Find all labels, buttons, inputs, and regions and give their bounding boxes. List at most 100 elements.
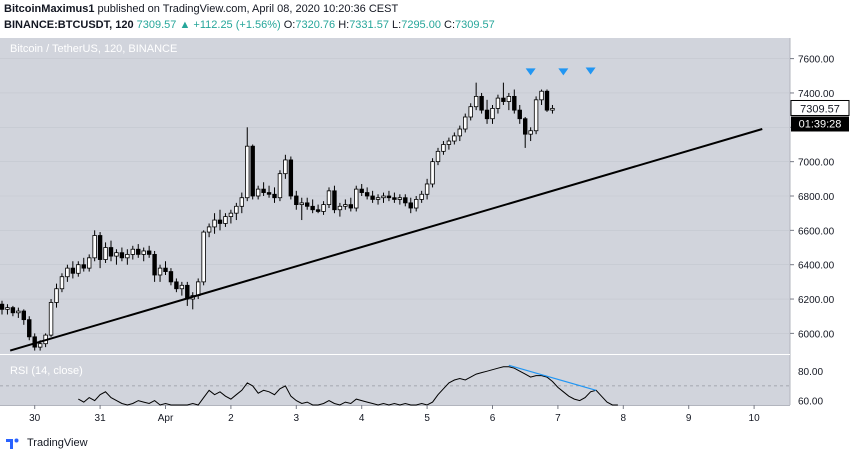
candle-50 — [272, 187, 277, 203]
candle-31 — [168, 268, 174, 286]
last-price-tag: 7309.57 01:39:28 — [790, 99, 850, 132]
candle-body-54 — [294, 195, 299, 205]
candle-48 — [261, 182, 266, 196]
candle-body-84 — [457, 128, 462, 137]
candle-body-18 — [97, 235, 103, 260]
price-axis[interactable] — [790, 38, 850, 405]
candle-body-82 — [446, 140, 452, 145]
candle-82 — [446, 137, 452, 150]
candle-0 — [0, 300, 5, 315]
candle-body-85 — [463, 116, 468, 130]
candle-28 — [152, 250, 157, 282]
candle-96 — [523, 117, 528, 148]
candle-56 — [304, 197, 310, 210]
candle-body-38 — [206, 226, 212, 233]
candle-99 — [539, 89, 544, 105]
author-name[interactable]: BitcoinMaximus1 — [4, 3, 95, 15]
candle-body-5 — [27, 319, 32, 338]
candle-body-28 — [152, 253, 157, 276]
candle-81 — [441, 141, 446, 155]
candle-body-100 — [544, 90, 550, 111]
up-arrow-icon: ▲ — [179, 19, 191, 31]
open-value: 7320.76 — [295, 19, 336, 31]
time-tick-label-6: 5 — [424, 413, 430, 424]
low-value: 7295.00 — [401, 19, 441, 31]
candle-body-33 — [179, 284, 185, 290]
candle-body-15 — [81, 264, 86, 269]
candle-42 — [228, 209, 234, 224]
countdown-box — [791, 116, 849, 132]
candle-63 — [343, 199, 348, 210]
candle-body-92 — [501, 97, 506, 102]
chart-header: BitcoinMaximus1 published on TradingView… — [0, 0, 850, 36]
candle-body-0 — [0, 303, 5, 310]
time-tick-label-0: 30 — [29, 413, 41, 424]
candle-20 — [108, 240, 114, 262]
candle-79 — [430, 158, 435, 188]
candle-18 — [97, 232, 103, 269]
candle-body-40 — [217, 219, 223, 224]
rsi-divergence-line[interactable] — [508, 364, 597, 391]
candle-body-44 — [239, 197, 244, 207]
price-grid — [0, 58, 790, 334]
candle-body-87 — [473, 95, 479, 108]
candle-body-3 — [16, 310, 21, 314]
price-change: +112.25 (+1.56%) — [193, 19, 281, 31]
candle-72 — [392, 192, 397, 203]
candle-85 — [463, 113, 468, 133]
candle-body-32 — [174, 281, 179, 290]
high-label: H: — [338, 19, 350, 31]
candle-88 — [479, 92, 484, 114]
tradingview-brand[interactable]: TradingView — [27, 437, 88, 449]
candle-24 — [130, 245, 135, 260]
candle-100 — [544, 89, 550, 112]
candle-61 — [332, 185, 337, 214]
support-trendline[interactable] — [9, 128, 763, 352]
rsi-line — [78, 366, 618, 406]
price-tick-label-5: 7000.00 — [798, 158, 835, 169]
candle-74 — [403, 194, 408, 207]
candle-68 — [370, 190, 375, 203]
candle-64 — [348, 197, 353, 212]
candle-4 — [21, 309, 26, 325]
candle-94 — [512, 89, 517, 114]
candle-70 — [381, 192, 386, 203]
candle-23 — [125, 249, 130, 265]
candle-body-83 — [452, 135, 457, 142]
candle-38 — [206, 223, 212, 238]
candle-77 — [419, 190, 424, 203]
candle-67 — [364, 187, 370, 200]
candle-body-39 — [212, 219, 217, 228]
candle-75 — [408, 197, 413, 214]
candle-27 — [146, 245, 152, 258]
candle-body-61 — [332, 190, 337, 211]
candle-47 — [255, 185, 261, 200]
tradingview-logo-icon[interactable] — [6, 436, 24, 450]
candle-93 — [506, 92, 512, 111]
candle-33 — [179, 281, 185, 296]
candle-body-58 — [315, 209, 321, 212]
time-tick-label-7: 6 — [490, 413, 496, 424]
candle-46 — [250, 144, 255, 200]
candle-body-66 — [359, 188, 364, 193]
candle-15 — [81, 257, 86, 272]
candle-body-65 — [354, 188, 359, 209]
candle-body-24 — [130, 248, 135, 255]
candle-29 — [157, 264, 163, 282]
symbol-name[interactable]: BINANCE:BTCUSDT, 120 — [4, 19, 134, 31]
candle-body-52 — [283, 159, 288, 175]
candle-37 — [201, 230, 206, 286]
candle-body-26 — [141, 250, 146, 255]
time-tick-label-9: 8 — [621, 413, 627, 424]
candle-body-76 — [413, 199, 419, 209]
candle-body-60 — [326, 190, 332, 205]
candle-body-68 — [370, 195, 375, 200]
rsi-tick-labels: 60.00 80.00 — [798, 367, 823, 407]
chart-area[interactable]: 6000.00 6200.00 6400.00 6600.00 6800.00 7000.… — [0, 36, 850, 432]
time-axis[interactable] — [0, 405, 850, 432]
candle-19 — [103, 242, 108, 263]
candle-22 — [119, 247, 125, 262]
published-text: published on TradingView.com, April 08, … — [97, 3, 399, 15]
candle-54 — [294, 190, 299, 210]
candle-body-30 — [163, 267, 168, 272]
